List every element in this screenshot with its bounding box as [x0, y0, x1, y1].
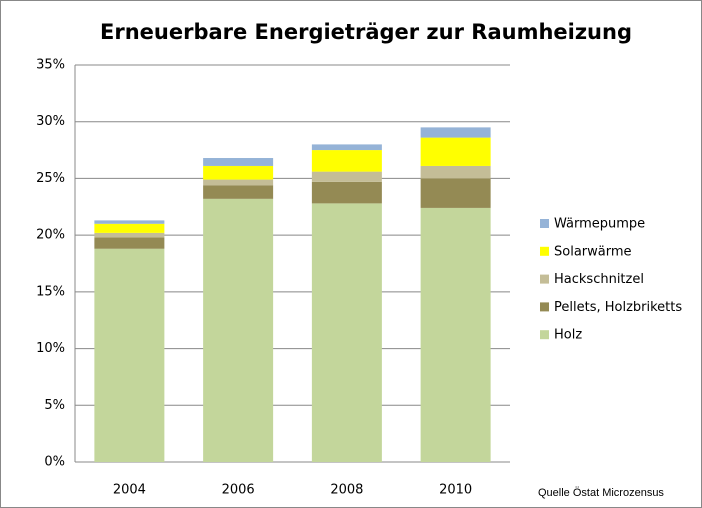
x-tick-label: 2006 [222, 483, 255, 498]
x-tick-label: 2004 [113, 483, 146, 498]
y-tick-label: 0% [44, 455, 65, 470]
bar-segment [311, 203, 382, 462]
legend-swatch [540, 302, 549, 312]
y-tick-label: 25% [36, 171, 65, 186]
bar-segment [203, 198, 274, 463]
x-tick-label: 2008 [330, 483, 363, 498]
bar-segment [203, 158, 274, 166]
bar-segment [420, 127, 491, 138]
legend-label: Solarwärme [554, 244, 632, 259]
bar-segment [94, 237, 165, 249]
x-tick-label: 2010 [439, 483, 472, 498]
bar-segment [203, 165, 274, 180]
y-tick-label: 30% [36, 114, 65, 129]
bar-segment [420, 137, 491, 166]
y-tick-label: 15% [36, 284, 65, 299]
legend-swatch [540, 274, 549, 284]
y-tick-label: 35% [36, 58, 65, 73]
bar-segment [420, 178, 491, 208]
bar-segment [94, 232, 165, 238]
legend-label: Hackschnitzel [554, 272, 644, 287]
bar-segment [203, 179, 274, 186]
source-note: Quelle Östat Microzensus [538, 487, 664, 499]
bar-segment [94, 223, 165, 233]
bar-segment [311, 150, 382, 172]
legend-label: Wärmepumpe [554, 217, 645, 232]
legend-label: Holz [554, 328, 582, 343]
y-tick-label: 10% [36, 341, 65, 356]
bar-segment [94, 248, 165, 462]
bar-segment [311, 144, 382, 151]
bar-segment [203, 185, 274, 199]
bar-segment [420, 207, 491, 462]
legend-swatch [540, 246, 549, 256]
bar-segment [311, 171, 382, 182]
bar-segment [94, 220, 165, 224]
chart-title: Erneuerbare Energieträger zur Raumheizun… [100, 20, 632, 44]
y-tick-label: 20% [36, 228, 65, 243]
bar-segment [420, 165, 491, 179]
bar-segment [311, 181, 382, 204]
y-tick-label: 5% [44, 398, 65, 413]
legend-swatch [540, 330, 549, 340]
legend-swatch [540, 219, 549, 228]
legend-label: Pellets, Holzbriketts [554, 300, 682, 315]
